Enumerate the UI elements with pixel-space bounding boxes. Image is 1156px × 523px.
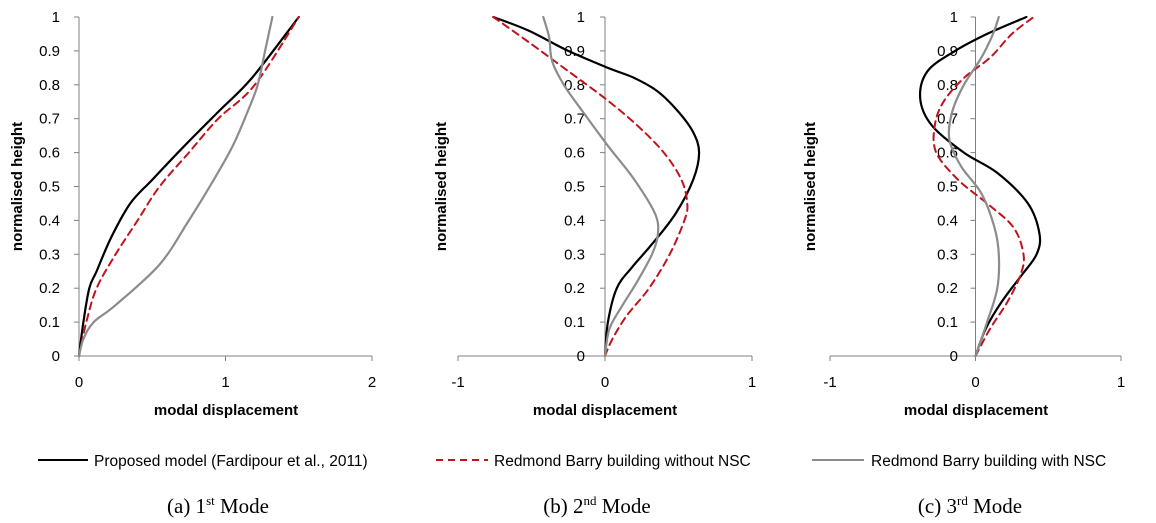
x-axis-title: modal displacement: [533, 402, 677, 419]
x-tick-label: 1: [1117, 374, 1125, 391]
legend-label-without-nsc: Redmond Barry building without NSC: [494, 453, 751, 470]
legend: Proposed model (Fardipour et al., 2011) …: [38, 453, 1106, 470]
chart-panels: 0 1 2 0 0.1 0.2 0.3 0.4 0.5 0.6 0.7 0.8 0.9 1 modal di…: [9, 9, 1125, 419]
y-tick-label: 0.5: [564, 179, 585, 196]
y-tick-label: 0: [577, 348, 585, 365]
caption-mode-1: (a) 1st Mode: [167, 493, 269, 518]
y-tick-label: 0.8: [937, 77, 958, 94]
series-line-proposed: [918, 15, 1042, 358]
x-axis-title: modal displacement: [154, 402, 298, 419]
y-tick-label: 0.3: [39, 246, 60, 263]
y-tick-label: 0.7: [937, 111, 958, 128]
y-tick-label: 0.1: [937, 314, 958, 331]
y-tick-label: 0.7: [564, 111, 585, 128]
chart-panel-1: 0 1 2 0 0.1 0.2 0.3 0.4 0.5 0.6 0.7 0.8 0.9 1 modal di…: [9, 9, 376, 419]
x-tick-label: 2: [368, 374, 376, 391]
y-tick-label: 0: [52, 348, 60, 365]
y-tick-label: 1: [950, 9, 958, 26]
y-tick-label: 0.6: [564, 145, 585, 162]
y-tick-label: 0: [950, 348, 958, 365]
y-tick-label: 0.8: [39, 77, 60, 94]
y-tick-label: 0.8: [564, 77, 585, 94]
y-tick-label: 0.2: [564, 280, 585, 297]
y-tick-label: 0.4: [39, 212, 60, 229]
series-line-with-nsc: [542, 15, 660, 358]
x-axis-title: modal displacement: [904, 402, 1048, 419]
x-tick-label: 0: [75, 374, 83, 391]
x-tick-label: 1: [221, 374, 229, 391]
y-tick-label: 0.9: [937, 43, 958, 60]
caption-mode-3: (c) 3rd Mode: [918, 493, 1022, 518]
series-line-without-nsc: [492, 16, 689, 357]
y-tick-label: 0.5: [937, 179, 958, 196]
x-tick-label: 1: [748, 374, 756, 391]
y-tick-label: 0.9: [39, 43, 60, 60]
y-tick-label: 1: [52, 9, 60, 26]
legend-label-proposed: Proposed model (Fardipour et al., 2011): [94, 453, 368, 470]
y-tick-label: 0.4: [564, 212, 585, 229]
y-tick-label: 0.2: [39, 280, 60, 297]
y-tick-label: 0.4: [937, 212, 958, 229]
series-line-proposed: [77, 15, 300, 358]
y-tick-label: 1: [577, 9, 585, 26]
series-line-with-nsc: [77, 15, 274, 358]
series-line-with-nsc: [947, 15, 1001, 358]
y-tick-label: 0.1: [564, 314, 585, 331]
y-tick-label: 0.5: [39, 179, 60, 196]
y-tick-label: 0.1: [39, 314, 60, 331]
legend-label-with-nsc: Redmond Barry building with NSC: [871, 453, 1106, 470]
y-tick-label: 0.3: [937, 246, 958, 263]
y-tick-label: 0.3: [564, 246, 585, 263]
y-tick-label: 0.7: [39, 111, 60, 128]
x-tick-label: 0: [971, 374, 979, 391]
x-tick-label: -1: [823, 374, 836, 391]
y-tick-label: 0.6: [39, 145, 60, 162]
x-tick-label: 0: [601, 374, 609, 391]
x-tick-label: -1: [451, 374, 464, 391]
y-axis-title: normalised height: [433, 122, 450, 251]
y-axis-title: normalised height: [9, 122, 26, 251]
y-tick-label: 0.2: [937, 280, 958, 297]
caption-mode-2: (b) 2nd Mode: [543, 493, 651, 518]
y-axis-title: normalised height: [802, 122, 819, 251]
series-line-without-nsc: [932, 16, 1035, 357]
series-line-proposed: [492, 15, 701, 358]
series-line-without-nsc: [78, 16, 300, 357]
